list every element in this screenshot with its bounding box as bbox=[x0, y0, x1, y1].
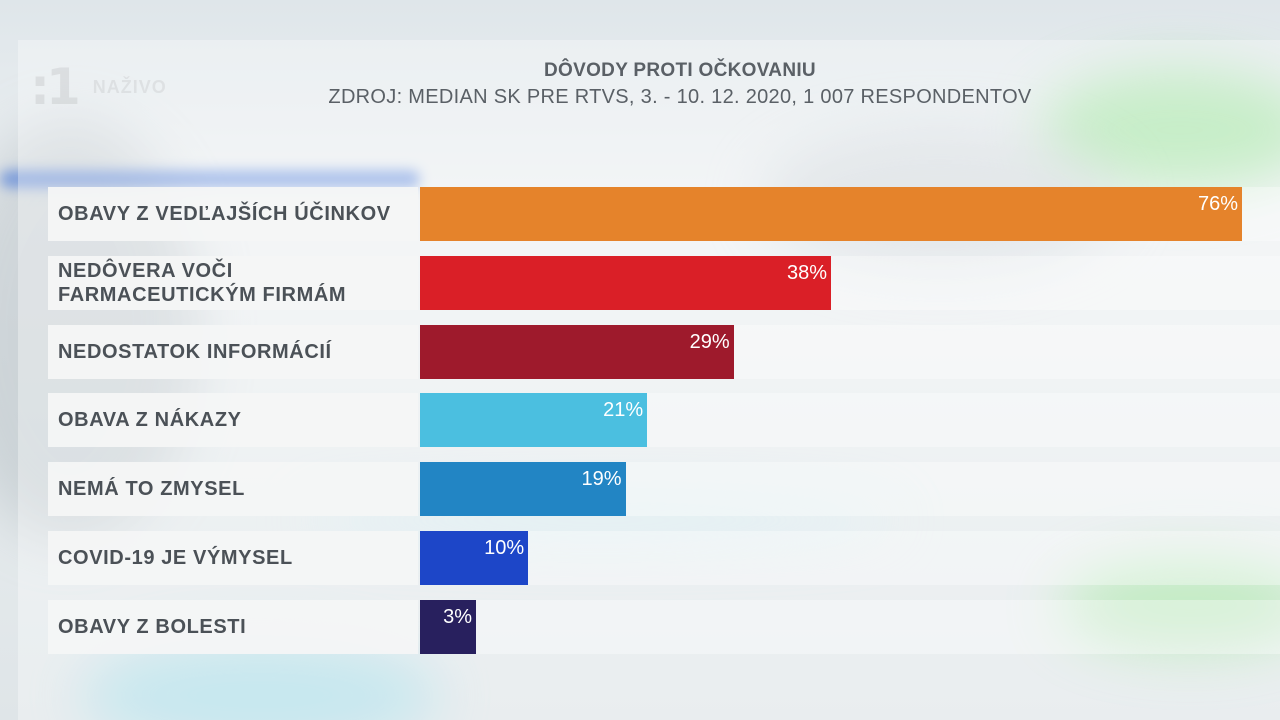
live-label: NAŽIVO bbox=[92, 76, 167, 97]
category-label: NEMÁ TO ZMYSEL bbox=[48, 462, 418, 517]
bar-row: OBAVY Z BOLESTI 3% bbox=[48, 599, 1280, 656]
bar-track bbox=[420, 599, 1280, 654]
category-label: OBAVY Z VEDĽAJŠÍCH ÚČINKOV bbox=[48, 187, 418, 241]
bar: 29% bbox=[420, 324, 734, 379]
bar: 3% bbox=[420, 599, 476, 654]
bar: 21% bbox=[420, 393, 648, 448]
bar-value-label: 10% bbox=[484, 537, 525, 559]
category-label: OBAVA Z NÁKAZY bbox=[48, 393, 418, 448]
channel-logo: :1 NAŽIVO bbox=[30, 58, 167, 116]
bar: 10% bbox=[420, 531, 529, 585]
bar-value-label: 76% bbox=[1197, 193, 1238, 215]
chart-title: DÔVODY PROTI OČKOVANIU bbox=[544, 60, 816, 81]
logo-mark: :1 bbox=[30, 58, 81, 116]
bar: 38% bbox=[420, 255, 831, 310]
bar-row: OBAVY Z VEDĽAJŠÍCH ÚČINKOV 76% bbox=[48, 187, 1280, 243]
category-label: NEDOSTATOK INFORMÁCIÍ bbox=[48, 324, 418, 379]
bar: 76% bbox=[420, 187, 1242, 241]
bar-row: COVID-19 JE VÝMYSEL 10% bbox=[48, 531, 1280, 587]
category-label: NEDÔVERA VOČI FARMACEUTICKÝM FIRMÁM bbox=[48, 255, 418, 310]
bar-row: NEDOSTATOK INFORMÁCIÍ 29% bbox=[48, 324, 1280, 381]
bar-value-label: 29% bbox=[689, 330, 730, 353]
bar-row: NEMÁ TO ZMYSEL 19% bbox=[48, 462, 1280, 518]
category-label: COVID-19 JE VÝMYSEL bbox=[48, 531, 418, 585]
bar-value-label: 38% bbox=[786, 261, 827, 284]
chart-subtitle: ZDROJ: MEDIAN SK PRE RTVS, 3. - 10. 12. … bbox=[328, 86, 1032, 108]
bar-row: NEDÔVERA VOČI FARMACEUTICKÝM FIRMÁM 38% bbox=[48, 255, 1280, 312]
bar-value-label: 21% bbox=[603, 399, 644, 422]
bar-value-label: 19% bbox=[581, 468, 622, 491]
bar: 19% bbox=[420, 462, 626, 517]
bar-track bbox=[420, 531, 1280, 585]
category-label: OBAVY Z BOLESTI bbox=[48, 599, 418, 654]
bar-value-label: 3% bbox=[443, 605, 472, 628]
bar-row: OBAVA Z NÁKAZY 21% bbox=[48, 393, 1280, 449]
